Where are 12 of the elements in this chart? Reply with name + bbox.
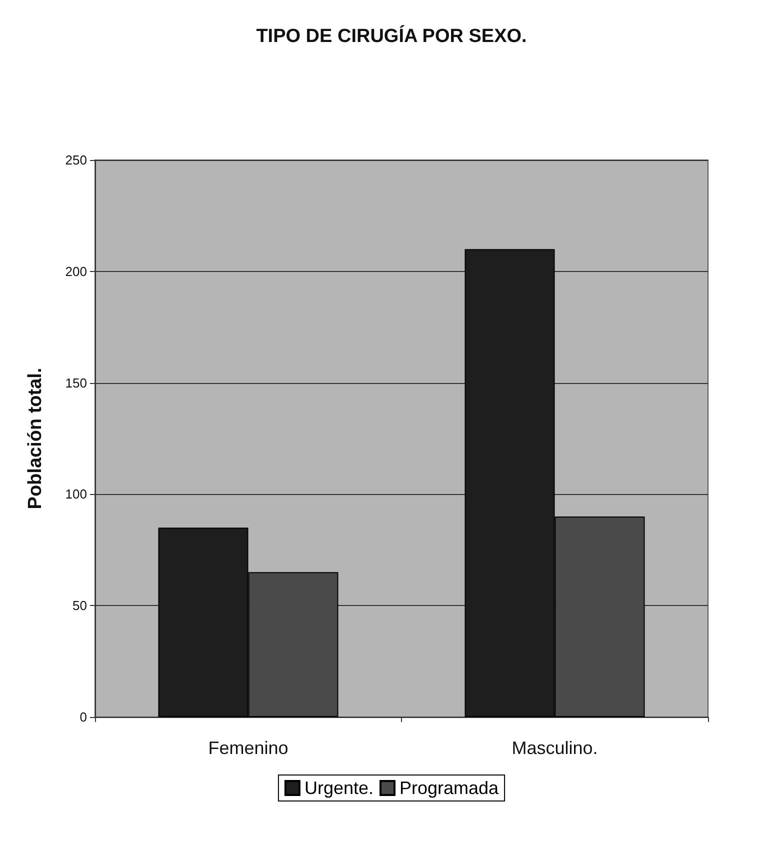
x-tick-label: Femenino: [208, 738, 288, 758]
y-tick-label: 250: [65, 152, 87, 168]
legend-label: Urgente.: [304, 778, 374, 798]
y-tick-label: 0: [80, 710, 87, 724]
y-tick-label: 150: [65, 375, 87, 390]
chart-title: TIPO DE CIRUGÍA POR SEXO.: [256, 25, 527, 47]
y-tick-label: 100: [65, 486, 87, 502]
legend-label: Programada: [399, 778, 500, 798]
y-tick-label: 200: [65, 264, 87, 279]
y-axis-title: Población total.: [25, 368, 46, 510]
y-tick-label: 50: [72, 598, 87, 614]
x-tick-label: Masculino.: [512, 738, 598, 758]
